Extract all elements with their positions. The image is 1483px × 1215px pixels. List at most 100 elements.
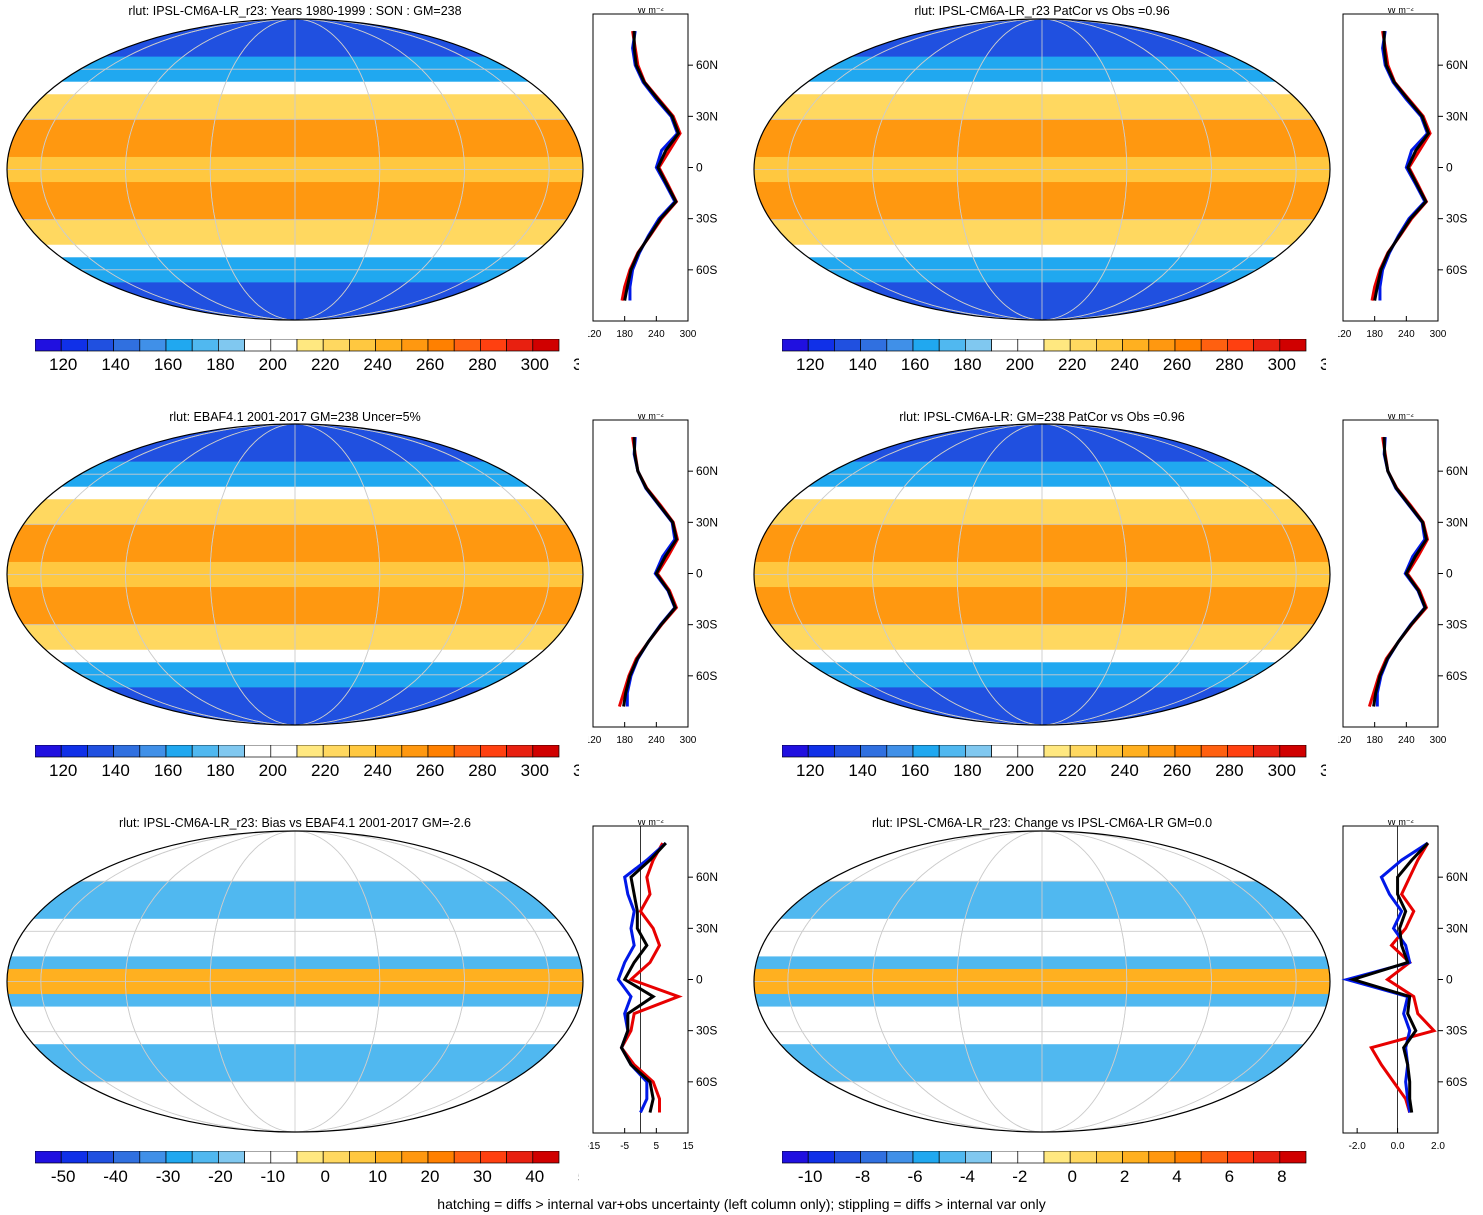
colorbar-swatch (453, 1151, 481, 1164)
colorbar-swatch (427, 745, 455, 758)
profile-x-tick: 120 (1338, 735, 1352, 746)
colorbar-swatch (139, 1151, 167, 1164)
colorbar-swatch (453, 339, 481, 352)
colorbar-swatch (165, 745, 193, 758)
colorbar-swatch (532, 1151, 560, 1164)
colorbar-tick-label: 300 (1268, 355, 1296, 371)
profile-lat-tick: 0 (696, 567, 703, 581)
colorbar-swatch (991, 339, 1019, 352)
colorbar-tick-label: 20 (421, 1167, 440, 1183)
colorbar-tick-label: 240 (363, 761, 391, 777)
longitude-gridline (125, 19, 465, 320)
colorbar-swatch (427, 339, 455, 352)
colorbar: 120 140 160 180 200 220 240 260 280 300 320 (782, 339, 1326, 371)
profile-x-tick: -15 (588, 1141, 601, 1152)
colorbar-swatch (1096, 1151, 1123, 1164)
profile-lat-tick: 30S (696, 212, 717, 226)
colorbar-swatch (1043, 745, 1071, 758)
colorbar-swatch (375, 1151, 403, 1164)
colorbar-swatch (191, 745, 219, 758)
colorbar-swatch (1122, 745, 1150, 758)
profile-lat-tick: 30S (696, 1024, 717, 1038)
profile-x-tick: 0.0 (1391, 1141, 1405, 1152)
longitude-gridline (40, 831, 550, 1132)
colorbar-swatch (1017, 745, 1045, 758)
profile-lat-tick: 60S (1446, 263, 1467, 277)
colorbar-tick-label: 220 (1058, 355, 1086, 371)
colorbar-swatch (834, 745, 861, 758)
profile-x-tick: 180 (616, 735, 633, 746)
profile-x-tick: 2.0 (1431, 1141, 1445, 1152)
colorbar-swatch (912, 339, 940, 352)
colorbar-tick-label: 320 (1320, 355, 1326, 371)
colorbar-tick-label: 160 (901, 355, 929, 371)
profile-x-tick: 120 (588, 735, 602, 746)
colorbar-tick-label: 300 (521, 355, 549, 371)
profile-lat-tick: 0 (1446, 973, 1453, 987)
colorbar-swatch (506, 1151, 534, 1164)
colorbar-swatch (782, 1151, 809, 1164)
zonal-mean-profile: W m⁻² 60N 30N 0 30S 60S 120 180 240 300 (1338, 8, 1468, 340)
profile-x-tick: 300 (680, 329, 697, 340)
profile-lat-tick: 0 (696, 161, 703, 175)
colorbar-swatch (87, 1151, 114, 1164)
colorbar-swatch (35, 339, 62, 352)
colorbar-tick-label: 160 (154, 355, 182, 371)
profile-lat-tick: 60S (1446, 669, 1467, 683)
profile-ref-line (1373, 31, 1431, 301)
profile-obs-line (617, 436, 680, 707)
colorbar-swatch (270, 1151, 298, 1164)
profile-obs-line (1369, 842, 1437, 1113)
colorbar-tick-label: 200 (1006, 355, 1034, 371)
colorbar-swatch (113, 745, 141, 758)
colorbar-swatch (1279, 745, 1307, 758)
profile-obs-line (619, 842, 683, 1113)
profile-lat-tick: 30N (1446, 109, 1468, 123)
profile-unit: W m⁻² (1387, 414, 1413, 421)
colorbar-swatch (218, 745, 245, 758)
profile-lat-tick: 30S (1446, 1024, 1467, 1038)
colorbar-tick-label: -4 (960, 1167, 975, 1183)
colorbar-swatch (296, 339, 324, 352)
profile-lat-tick: 0 (696, 973, 703, 987)
colorbar-swatch (834, 339, 861, 352)
map-border (753, 18, 1331, 321)
profile-lat-tick: 0 (1446, 161, 1453, 175)
colorbar-swatch (1096, 745, 1123, 758)
longitude-gridline (125, 424, 465, 725)
zonal-mean-profile: W m⁻² 60N 30N 0 30S 60S -15 -5 5 15 (588, 820, 718, 1152)
profile-lat-tick: 30N (696, 515, 718, 529)
colorbar-swatch (270, 339, 298, 352)
longitude-gridline (787, 19, 1297, 320)
colorbar-tick-label: -2 (1012, 1167, 1027, 1183)
colorbar-swatch (453, 745, 481, 758)
colorbar-swatch (1017, 339, 1045, 352)
colorbar-swatch (480, 1151, 507, 1164)
profile-lat-tick: 60N (696, 58, 718, 72)
colorbar-swatch (139, 339, 167, 352)
colorbar-tick-label: 180 (953, 355, 981, 371)
colorbar-tick-label: 30 (473, 1167, 492, 1183)
profile-x-tick: 240 (648, 735, 665, 746)
zonal-mean-profile: W m⁻² 60N 30N 0 30S 60S 120 180 240 300 (1338, 414, 1468, 746)
colorbar-swatch (1148, 1151, 1176, 1164)
profile-lat-tick: 60S (696, 1075, 717, 1089)
colorbar-swatch (60, 745, 88, 758)
colorbar-swatch (1122, 339, 1150, 352)
colorbar-tick-label: 320 (573, 761, 579, 777)
colorbar-swatch (87, 745, 114, 758)
longitude-gridline (40, 19, 550, 320)
world-map (753, 830, 1331, 1133)
longitude-gridline (209, 831, 381, 1132)
profile-ref-line (622, 437, 678, 707)
profile-lat-tick: 30N (1446, 921, 1468, 935)
colorbar-swatch (807, 1151, 835, 1164)
colorbar-swatch (912, 1151, 940, 1164)
colorbar-tick-label: 180 (953, 761, 981, 777)
longitude-gridline (787, 831, 1297, 1132)
colorbar-swatch (1122, 1151, 1150, 1164)
longitude-gridline (872, 424, 1212, 725)
profile-lat-tick: 60S (1446, 1075, 1467, 1089)
longitude-gridline (956, 831, 1128, 1132)
colorbar-tick-label: 300 (1268, 761, 1296, 777)
